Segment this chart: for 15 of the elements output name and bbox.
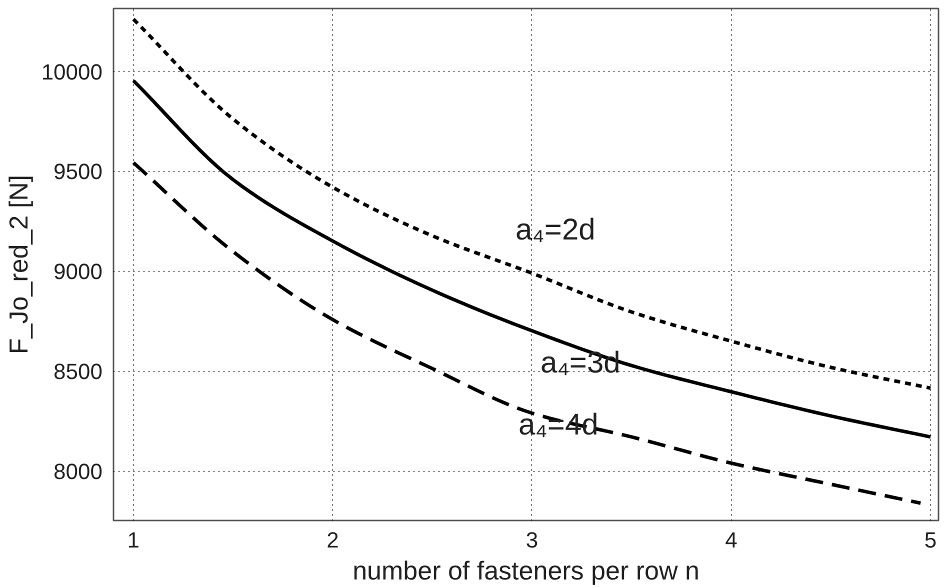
y-axis-title: F_Jo_red_2 [N]: [3, 174, 34, 354]
x-axis-title: number of fasteners per row n: [352, 556, 700, 586]
annotation: a₄=3d: [540, 346, 620, 380]
x-tick-label: 3: [526, 528, 538, 552]
x-tick-label: 1: [127, 528, 140, 552]
annotation: a₄=2d: [516, 214, 596, 246]
x-tick-label: 2: [326, 528, 339, 552]
y-tick-label: 10000: [41, 59, 103, 84]
annotation: a₄=4d: [518, 408, 598, 442]
y-tick-label: 8500: [54, 359, 103, 384]
y-tick-label: 9500: [54, 159, 103, 184]
y-tick-label: 9000: [54, 259, 103, 284]
y-tick-label: 8000: [54, 459, 103, 484]
x-tick-label: 4: [725, 528, 738, 552]
x-tick-label: 5: [924, 528, 937, 552]
